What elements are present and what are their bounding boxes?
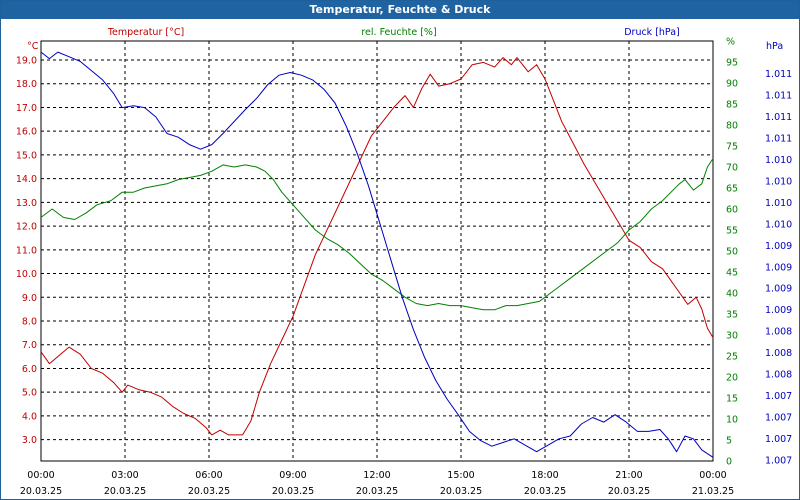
temperature-tick-label: 13.0 [16,198,37,209]
pressure-tick-label: 1.007 [765,456,792,467]
pressure-tick-label: 1.011 [765,133,792,144]
humidity-tick-label: 35 [726,310,738,321]
legend-temperature: Temperatur [°C] [107,27,184,38]
humidity-tick-label: 45 [726,268,738,279]
humidity-tick-label: 85 [726,100,738,111]
x-tick-time: 15:00 [447,470,474,481]
humidity-tick-label: 95 [726,58,738,69]
humidity-tick-label: 60 [726,205,738,216]
humidity-tick-label: 90 [726,79,738,90]
temperature-tick-label: 19.0 [16,55,37,66]
x-tick-time: 03:00 [111,470,138,481]
pressure-tick-label: 1.008 [765,327,792,338]
legend-humidity: rel. Feuchte [%] [361,27,436,38]
x-tick-time: 00:00 [699,470,726,481]
temperature-series-line [40,57,714,436]
humidity-tick-label: 40 [726,289,738,300]
x-tick-date: 20.03.25 [20,486,62,497]
x-tick-time: 06:00 [195,470,222,481]
axis-ticks: 00:00 20.03.25 03:00 20.03.25 06:00 20.03.25 0… [16,37,792,498]
humidity-tick-label: 55 [726,226,738,237]
humidity-tick-label: 70 [726,163,738,174]
pressure-tick-label: 1.007 [765,413,792,424]
pressure-tick-label: 1.007 [765,434,792,445]
temperature-tick-label: 7.0 [22,340,37,351]
x-tick-time: 18:00 [531,470,558,481]
humidity-tick-label: 25 [726,352,738,363]
temperature-tick-label: 6.0 [22,364,37,375]
humidity-tick-label: 20 [726,373,738,384]
temperature-tick-label: 14.0 [16,174,37,185]
humidity-tick-label: 5 [726,436,732,447]
pressure-tick-label: 1.009 [765,305,792,316]
x-tick-date: 20.03.25 [608,486,650,497]
x-tick-date: 21.03.25 [692,486,734,497]
pressure-tick-label: 1.010 [765,219,792,230]
temperature-tick-label: 18.0 [16,79,37,90]
humidity-tick-label: 10 [726,415,738,426]
humidity-tick-label: % [726,37,735,48]
pressure-tick-label: 1.009 [765,241,792,252]
pressure-tick-label: 1.010 [765,176,792,187]
temperature-tick-label: 10.0 [16,269,37,280]
humidity-tick-label: 15 [726,394,738,405]
humidity-tick-label: 75 [726,142,738,153]
x-tick-date: 20.03.25 [524,486,566,497]
pressure-tick-label: 1.011 [765,90,792,101]
grid-lines [41,41,713,461]
series-lines [40,51,714,458]
pressure-tick-label: 1.011 [765,69,792,80]
temperature-tick-label: 3.0 [22,435,37,446]
pressure-tick-label: 1.010 [765,155,792,166]
pressure-tick-label: 1.009 [765,284,792,295]
pressure-tick-label: 1.007 [765,391,792,402]
x-tick-time: 12:00 [363,470,390,481]
pressure-tick-label: 1.011 [765,112,792,123]
x-tick-time: 00:00 [27,470,54,481]
temperature-tick-label: 12.0 [16,222,37,233]
humidity-tick-label: 50 [726,247,738,258]
x-tick-time: 21:00 [615,470,642,481]
pressure-tick-label: 1.008 [765,370,792,381]
temperature-tick-label: 8.0 [22,317,37,328]
temperature-tick-label: 5.0 [22,388,37,399]
temperature-tick-label: 9.0 [22,293,37,304]
humidity-tick-label: 80 [726,121,738,132]
temperature-tick-label: 11.0 [16,245,37,256]
pressure-series-line [40,51,714,458]
chart-title: Temperatur, Feuchte & Druck [1,1,799,19]
x-tick-date: 20.03.25 [440,486,482,497]
temperature-tick-label: 16.0 [16,127,37,138]
x-tick-date: 20.03.25 [272,486,314,497]
humidity-series-line [40,158,714,311]
humidity-tick-label: 65 [726,184,738,195]
legend-pressure: Druck [hPa] [624,27,680,38]
pressure-tick-label: 1.009 [765,262,792,273]
temperature-tick-label: 4.0 [22,411,37,422]
x-tick-date: 20.03.25 [104,486,146,497]
x-tick-time: 09:00 [279,470,306,481]
temperature-tick-label: 15.0 [16,150,37,161]
pressure-axis-unit: hPa [766,41,783,52]
temperature-axis-unit: °C [27,41,39,52]
humidity-tick-label: 0 [726,457,732,468]
x-tick-date: 20.03.25 [356,486,398,497]
temperature-tick-label: 17.0 [16,103,37,114]
pressure-tick-label: 1.010 [765,198,792,209]
x-tick-date: 20.03.25 [188,486,230,497]
pressure-tick-label: 1.008 [765,348,792,359]
humidity-tick-label: 30 [726,331,738,342]
